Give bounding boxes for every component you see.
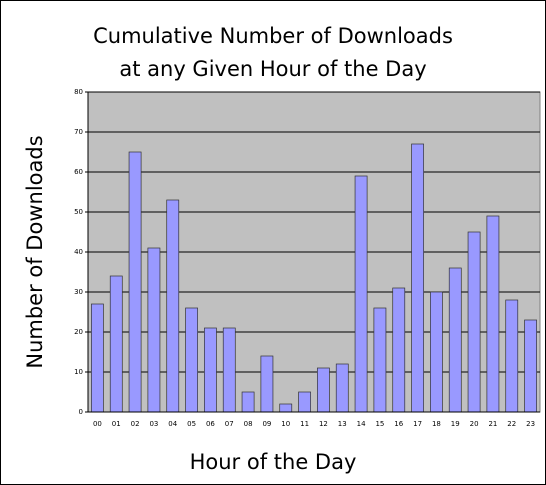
x-tick-label: 13 bbox=[338, 420, 347, 428]
bar bbox=[467, 231, 481, 413]
x-tick-label: 20 bbox=[470, 420, 479, 428]
x-tick-label: 05 bbox=[187, 420, 196, 428]
x-tick-label: 09 bbox=[262, 420, 271, 428]
bar bbox=[128, 151, 142, 413]
x-tick-label: 04 bbox=[168, 420, 177, 428]
x-tick-label: 15 bbox=[375, 420, 384, 428]
y-tick-label: 50 bbox=[74, 208, 83, 216]
x-tick-label: 01 bbox=[112, 420, 121, 428]
x-tick-label: 22 bbox=[507, 420, 516, 428]
x-tick-label: 10 bbox=[281, 420, 290, 428]
y-axis-title: Number of Downloads bbox=[23, 135, 47, 368]
x-tick-label: 00 bbox=[93, 420, 102, 428]
bar bbox=[222, 327, 236, 413]
y-tick-label: 0 bbox=[79, 408, 83, 416]
bar bbox=[298, 391, 311, 413]
y-tick-label: 70 bbox=[74, 128, 83, 136]
x-tick-label: 17 bbox=[413, 420, 422, 428]
bar bbox=[185, 307, 198, 413]
x-axis-title: Hour of the Day bbox=[190, 450, 357, 474]
x-tick-label: 03 bbox=[149, 420, 158, 428]
x-tick-label: 19 bbox=[451, 420, 460, 428]
chart-title: at any Given Hour of the Day bbox=[119, 57, 426, 81]
bar bbox=[260, 355, 274, 413]
bar bbox=[147, 247, 161, 413]
bar bbox=[335, 363, 349, 413]
x-tick-label: 21 bbox=[488, 420, 497, 428]
chart-title: Cumulative Number of Downloads bbox=[93, 24, 453, 48]
bar bbox=[317, 367, 330, 413]
bar bbox=[524, 319, 537, 413]
bar bbox=[166, 199, 180, 413]
x-tick-label: 18 bbox=[432, 420, 441, 428]
bar bbox=[430, 291, 443, 413]
x-tick-label: 06 bbox=[206, 420, 215, 428]
x-tick-label: 02 bbox=[131, 420, 140, 428]
x-tick-label: 08 bbox=[244, 420, 253, 428]
y-tick-label: 40 bbox=[74, 248, 83, 256]
x-tick-label: 11 bbox=[300, 420, 309, 428]
x-tick-label: 12 bbox=[319, 420, 328, 428]
bar bbox=[448, 267, 462, 413]
y-tick-label: 80 bbox=[74, 88, 83, 96]
y-tick-label: 10 bbox=[74, 368, 83, 376]
y-tick-label: 60 bbox=[74, 168, 83, 176]
bar bbox=[241, 391, 255, 413]
bar bbox=[354, 175, 368, 413]
bar bbox=[505, 299, 519, 413]
bar bbox=[109, 275, 123, 413]
bar bbox=[486, 215, 500, 413]
x-tick-label: 16 bbox=[394, 420, 403, 428]
x-tick-label: 07 bbox=[225, 420, 234, 428]
x-tick-label: 23 bbox=[526, 420, 535, 428]
x-tick-label: 14 bbox=[357, 420, 366, 428]
bar bbox=[411, 143, 424, 413]
bar bbox=[373, 307, 387, 413]
y-tick-label: 20 bbox=[74, 328, 83, 336]
bar bbox=[204, 327, 217, 413]
y-tick-label: 30 bbox=[74, 288, 83, 296]
bar bbox=[91, 303, 104, 413]
bar bbox=[279, 403, 293, 413]
bar bbox=[392, 287, 406, 413]
